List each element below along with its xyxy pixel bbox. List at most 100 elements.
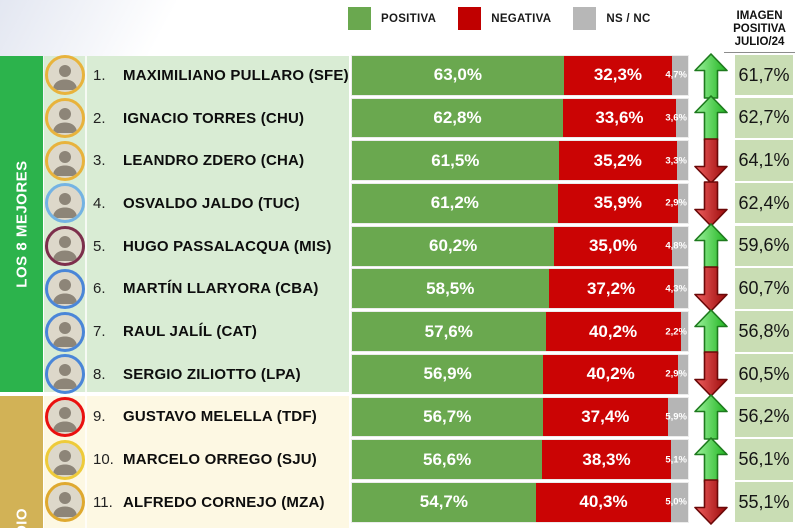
avatar-cell (44, 396, 85, 437)
negative-value-label: 33,6% (595, 108, 644, 128)
nsnc-value-label: 2,9% (665, 197, 687, 209)
arrow-up-icon (694, 52, 728, 99)
trend-arrow (694, 436, 728, 483)
positive-value-label: 54,7% (419, 492, 468, 512)
stacked-bar: 58,5% 37,2% 4,3% (352, 269, 688, 309)
governor-row: 3. LEANDRO ZDERO (CHA) 61,5% 35,2% 3,3% … (0, 138, 795, 184)
previous-value-cell: 56,8% (735, 311, 793, 352)
negative-value-label: 37,4% (581, 406, 630, 426)
name-cell: 6. MARTÍN LLARYORA (CBA) (87, 269, 349, 308)
stacked-bar: 56,6% 38,3% 5,1% (352, 440, 688, 479)
avatar-cell (44, 439, 85, 480)
avatar-cell (44, 354, 85, 395)
stacked-bar: 57,6% 40,2% 2,2% (352, 312, 688, 351)
name-cell: 10. MARCELO ORREGO (SJU) (87, 440, 349, 479)
legend-item-nsnc: NS / NC (573, 7, 650, 30)
nsnc-value-label: 5,0% (665, 496, 687, 508)
previous-value-label: 62,4% (738, 192, 790, 213)
negative-value-label: 40,2% (588, 321, 638, 341)
nsnc-value-label: 2,9% (665, 368, 687, 380)
positive-value-label: 56,6% (422, 449, 472, 469)
avatar-cell (44, 98, 85, 139)
arrow-up-icon (694, 95, 728, 141)
previous-value-cell: 64,1% (735, 140, 793, 181)
negative-segment: 32,3% (563, 56, 673, 95)
negative-value-label: 37,2% (586, 278, 636, 298)
positive-segment: 63,0% (352, 56, 564, 95)
trend-arrow (694, 308, 728, 355)
group-band-los-8-mejores: LOS 8 MEJORES (0, 56, 43, 392)
previous-value-cell: 59,6% (735, 225, 793, 267)
governor-row: 9. GUSTAVO MELELLA (TDF) 56,7% 37,4% 5,9… (0, 394, 795, 440)
stacked-bar: 61,2% 35,9% 2,9% (352, 184, 688, 223)
imagen-positiva-julio-header: IMAGEN POSITIVA JULIO/24 (724, 10, 795, 50)
governor-avatar (44, 140, 85, 181)
governor-avatar (44, 55, 85, 96)
trend-arrow (694, 479, 728, 526)
person-icon (52, 449, 77, 475)
arrow-down-icon (694, 138, 728, 184)
previous-value-cell: 55,1% (735, 481, 793, 523)
trend-arrow (694, 394, 728, 440)
positive-segment: 58,5% (352, 269, 549, 309)
person-icon (52, 193, 77, 219)
governor-avatar (44, 482, 85, 523)
arrow-down-icon (694, 266, 728, 312)
name-cell: 11. ALFREDO CORNEJO (MZA) (87, 483, 349, 522)
negative-value-label: 38,3% (582, 449, 631, 469)
name-cell: 5. HUGO PASSALACQUA (MIS) (87, 227, 349, 266)
stacked-bar: 63,0% 32,3% 4,7% (352, 56, 688, 95)
legend: POSITIVA NEGATIVA NS / NC (348, 7, 651, 30)
governor-row: 7. RAUL JALÍL (CAT) 57,6% 40,2% 2,2% 56,… (0, 308, 795, 355)
previous-value-cell: 61,7% (735, 55, 793, 96)
governor-row: 5. HUGO PASSALACQUA (MIS) 60,2% 35,0% 4,… (0, 223, 795, 270)
negative-segment: 35,2% (558, 141, 677, 181)
rank-label: 10. (93, 451, 114, 469)
positive-segment: 62,8% (352, 98, 563, 138)
positive-segment: 60,2% (352, 226, 555, 266)
trend-arrow (694, 266, 728, 312)
governor-avatar (44, 268, 85, 309)
name-cell: 4. OSVALDO JALDO (TUC) (87, 184, 349, 223)
person-icon (52, 492, 77, 518)
name-cell: 1. MAXIMILIANO PULLARO (SFE) (87, 56, 349, 95)
name-cell: 9. GUSTAVO MELELLA (TDF) (87, 398, 349, 437)
negative-segment: 37,4% (542, 397, 669, 437)
stacked-bar: 54,7% 40,3% 5,0% (352, 482, 688, 522)
governor-name: RAUL JALÍL (CAT) (123, 323, 258, 341)
governor-row: 6. MARTÍN LLARYORA (CBA) 58,5% 37,2% 4,3… (0, 266, 795, 312)
trend-arrow (694, 223, 728, 270)
positive-value-label: 56,9% (423, 364, 472, 384)
previous-value-label: 56,1% (738, 448, 790, 469)
previous-value-label: 56,8% (738, 320, 790, 341)
positive-value-label: 58,5% (426, 278, 475, 298)
arrow-up-icon (694, 223, 728, 270)
stacked-bar: 61,5% 35,2% 3,3% (352, 141, 688, 181)
negative-value-label: 40,3% (579, 492, 628, 512)
avatar-cell (44, 183, 85, 224)
nsnc-value-label: 5,1% (665, 454, 687, 466)
positive-segment: 56,7% (352, 397, 543, 437)
name-cell: 3. LEANDRO ZDERO (CHA) (87, 141, 349, 180)
positive-value-label: 61,5% (431, 150, 480, 170)
governor-name: LEANDRO ZDERO (CHA) (123, 152, 305, 170)
nsnc-value-label: 4,8% (665, 240, 687, 252)
governor-row: 2. IGNACIO TORRES (CHU) 62,8% 33,6% 3,6%… (0, 95, 795, 141)
person-icon (52, 108, 77, 134)
previous-value-cell: 60,7% (735, 268, 793, 309)
negativa-swatch-icon (458, 7, 482, 30)
header-line: JULIO/24 (734, 36, 785, 49)
names-panel-promedio (44, 396, 349, 528)
previous-value-cell: 56,1% (735, 439, 793, 480)
governor-name: SERGIO ZILIOTTO (LPA) (123, 365, 301, 383)
legend-item-negativa: NEGATIVA (458, 7, 551, 30)
negative-segment: 40,2% (545, 312, 681, 351)
positive-value-label: 63,0% (433, 65, 482, 85)
person-icon (52, 321, 77, 347)
negative-value-label: 35,9% (593, 193, 643, 213)
governor-avatar (44, 354, 85, 395)
governor-row: 10. MARCELO ORREGO (SJU) 56,6% 38,3% 5,1… (0, 436, 795, 483)
arrow-down-icon (694, 479, 728, 526)
governor-avatar (44, 396, 85, 437)
previous-value-label: 62,7% (738, 107, 790, 128)
